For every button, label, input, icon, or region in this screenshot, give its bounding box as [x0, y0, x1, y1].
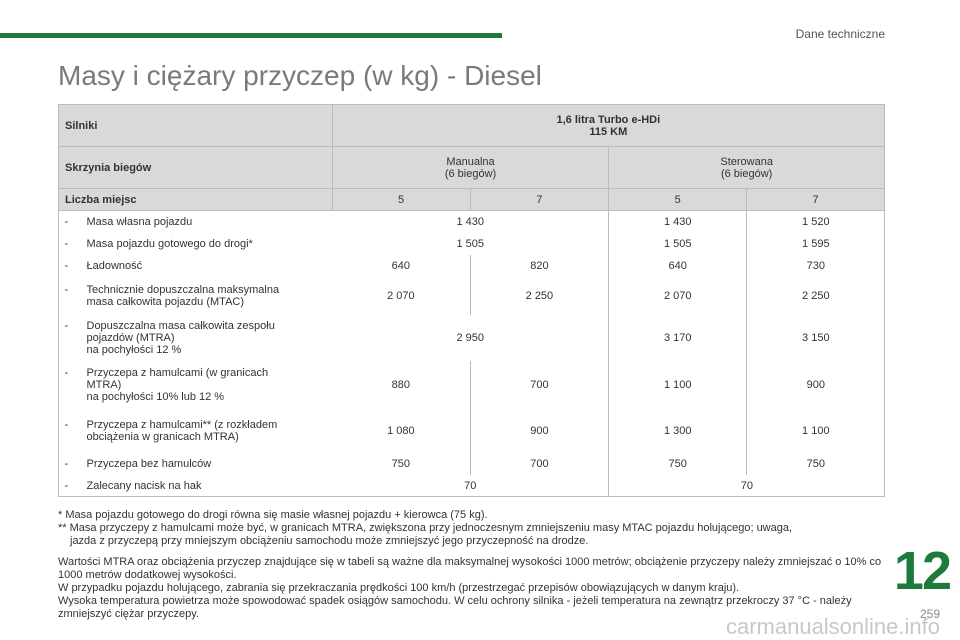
row-value: 2 070: [608, 276, 747, 315]
row-label-3: na pochyłości 12 %: [86, 343, 182, 356]
footnotes: * Masa pojazdu gotowego do drogi równa s…: [58, 509, 888, 629]
row-value: 880: [391, 378, 411, 391]
row-value: 1 430: [456, 215, 485, 228]
row-value: 1 595: [746, 232, 885, 255]
row-value: 1 100: [746, 408, 885, 453]
seats-row: Liczba miejsc 5 7 5 7: [58, 188, 885, 211]
row-value: 1 100: [608, 360, 747, 409]
gearbox-auto-sub: (6 biegów): [720, 167, 773, 180]
row-value: 70: [464, 479, 477, 492]
page-title: Masy i ciężary przyczep (w kg) - Diesel: [58, 60, 542, 91]
row-value: 700: [469, 360, 609, 409]
row-value: 1 080: [387, 424, 415, 437]
row-dash: -: [64, 237, 69, 250]
row-value: 2 070: [387, 289, 415, 302]
row-value: 3 150: [746, 314, 885, 361]
row-label-2: obciążenia w granicach MTRA): [86, 430, 239, 443]
row-label: Przyczepa z hamulcami** (z rozkładem: [86, 418, 278, 431]
watermark: carmanualsonline.info: [725, 614, 940, 639]
page-number: 259: [919, 607, 940, 621]
seats-value: 7: [746, 188, 885, 211]
seats-value: 5: [331, 188, 471, 211]
mass-table: Silniki 1,6 litra Turbo e-HDi 115 KM Skr…: [58, 104, 886, 497]
table-row: - Przyczepa bez hamulców 750 700 750 750: [59, 452, 885, 475]
gearbox-row: Skrzynia biegów Manualna (6 biegów) Ster…: [58, 146, 885, 189]
row-value: 2 250: [469, 276, 609, 315]
gearbox-label: Skrzynia biegów: [58, 146, 333, 189]
section-title: Dane techniczne: [795, 27, 885, 41]
note-temperature: Wysoka temperatura powietrza może spowod…: [58, 595, 852, 620]
row-dash: -: [64, 283, 69, 296]
gearbox-manual-cell: Manualna (6 biegów): [331, 146, 610, 189]
table-row: - Przyczepa z hamulcami** (z rozkładem ob…: [59, 408, 885, 453]
row-label: Przyczepa z hamulcami (w granicach: [86, 366, 269, 379]
row-label-3: na pochyłości 10% lub 12 %: [86, 390, 225, 403]
row-value: 900: [469, 408, 609, 453]
seats-label: Liczba miejsc: [58, 188, 333, 211]
engine-row: Silniki 1,6 litra Turbo e-HDi 115 KM: [58, 104, 886, 147]
gearbox-auto-cell: Sterowana (6 biegów): [608, 146, 885, 189]
row-value: 2 950: [456, 331, 485, 344]
row-value: 1 505: [456, 237, 485, 250]
engine-value: 1,6 litra Turbo e-HDi: [556, 113, 661, 126]
table-row: - Przyczepa z hamulcami (w granicach MTRA…: [59, 360, 885, 409]
row-dash: -: [64, 457, 69, 470]
row-dash: -: [64, 479, 69, 492]
row-dash: -: [64, 319, 69, 332]
row-value: 3 170: [608, 314, 747, 361]
row-label: Ładowność: [86, 259, 143, 272]
row-dash: -: [64, 366, 69, 379]
row-dash: -: [64, 215, 69, 228]
gearbox-manual: Manualna: [446, 155, 495, 168]
row-value: 70: [608, 474, 885, 497]
note-altitude: Wartości MTRA oraz obciążenia przyczep z…: [58, 556, 882, 581]
gearbox-auto: Sterowana: [720, 155, 773, 168]
seats-value: 5: [608, 188, 748, 211]
table-row: - Ładowność 640 820 640 730: [59, 254, 885, 277]
row-dash: -: [64, 259, 69, 272]
row-value: 1 520: [746, 210, 885, 233]
row-value: 640: [608, 254, 747, 277]
row-value: 750: [746, 452, 885, 475]
row-value: 820: [469, 254, 609, 277]
table-row: - Masa własna pojazdu 1 430 1 430 1 520: [59, 210, 885, 233]
row-label-2: pojazdów (MTRA): [86, 331, 175, 344]
row-label: Masa własna pojazdu: [86, 215, 193, 228]
row-label: Technicznie dopuszczalna maksymalna: [86, 283, 280, 296]
row-value: 730: [746, 254, 885, 277]
row-value: 640: [391, 259, 411, 272]
footnote-2: ** Masa przyczepy z hamulcami może być, …: [58, 522, 793, 534]
row-label-2: masa całkowita pojazdu (MTAC): [86, 295, 245, 308]
row-value: 2 250: [746, 276, 885, 315]
table-row: - Dopuszczalna masa całkowita zespołu poj…: [59, 314, 885, 361]
row-dash: -: [64, 418, 69, 431]
row-label: Dopuszczalna masa całkowita zespołu: [86, 319, 275, 332]
chapter-number: 12: [893, 541, 952, 601]
footnote-1: * Masa pojazdu gotowego do drogi równa s…: [58, 509, 488, 521]
row-value: 1 300: [608, 408, 747, 453]
engine-label: Silniki: [58, 104, 333, 147]
note-speed: W przypadku pojazdu holującego, zabrania…: [58, 582, 740, 594]
row-value: 1 430: [608, 210, 747, 233]
engine-value-cell: 1,6 litra Turbo e-HDi 115 KM: [331, 104, 886, 147]
footnote-2-cont: jazda z przyczepą przy mniejszym obciąże…: [70, 535, 589, 547]
row-value: 700: [469, 452, 609, 475]
table-row: - Technicznie dopuszczalna maksymalna mas…: [59, 276, 885, 315]
gearbox-manual-sub: (6 biegów): [444, 167, 497, 180]
row-value: 900: [746, 360, 885, 409]
engine-power: 115 KM: [589, 125, 628, 138]
seats-value: 7: [469, 188, 610, 211]
table-row: - Zalecany nacisk na hak 70 70: [59, 474, 885, 497]
top-accent-bar: [0, 33, 502, 38]
row-value: 1 505: [608, 232, 747, 255]
row-label: Zalecany nacisk na hak: [86, 479, 202, 492]
table-row: - Masa pojazdu gotowego do drogi* 1 505 1…: [59, 232, 885, 255]
row-label: Masa pojazdu gotowego do drogi*: [86, 237, 253, 250]
row-label-2: MTRA): [86, 378, 122, 391]
row-value: 750: [608, 452, 747, 475]
row-label: Przyczepa bez hamulców: [86, 457, 212, 470]
row-value: 750: [391, 457, 411, 470]
